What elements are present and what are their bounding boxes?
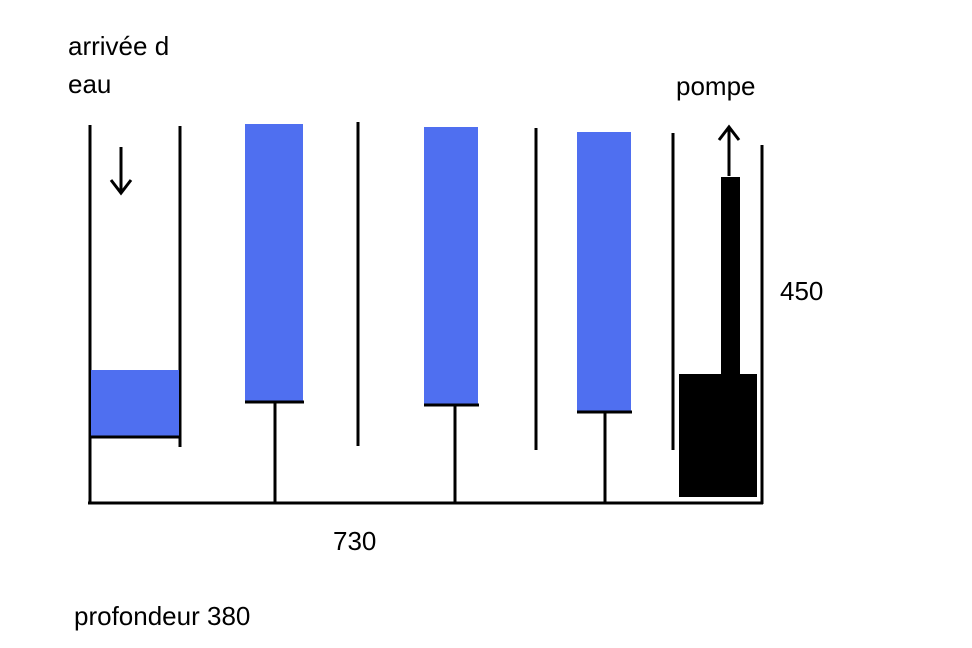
water — [245, 124, 303, 402]
pump-label: pompe — [676, 71, 756, 101]
pump-body — [679, 374, 757, 497]
inlet-arrow — [109, 147, 133, 196]
tank — [88, 125, 764, 505]
water — [424, 127, 478, 405]
height-label: 450 — [780, 276, 823, 306]
inlet-label: eau — [68, 69, 111, 99]
pump-pipe — [721, 177, 740, 375]
overflow-baffle — [577, 132, 632, 503]
overflow-baffle — [245, 124, 304, 503]
inlet-label: arrivée d — [68, 31, 169, 61]
depth-label: profondeur 380 — [74, 601, 250, 631]
pump — [679, 124, 757, 497]
water — [577, 132, 631, 412]
inlet-compartment — [90, 126, 182, 447]
overflow-baffle — [424, 127, 479, 503]
outlet-arrow — [717, 124, 741, 176]
water — [91, 370, 179, 436]
length-label: 730 — [333, 526, 376, 556]
